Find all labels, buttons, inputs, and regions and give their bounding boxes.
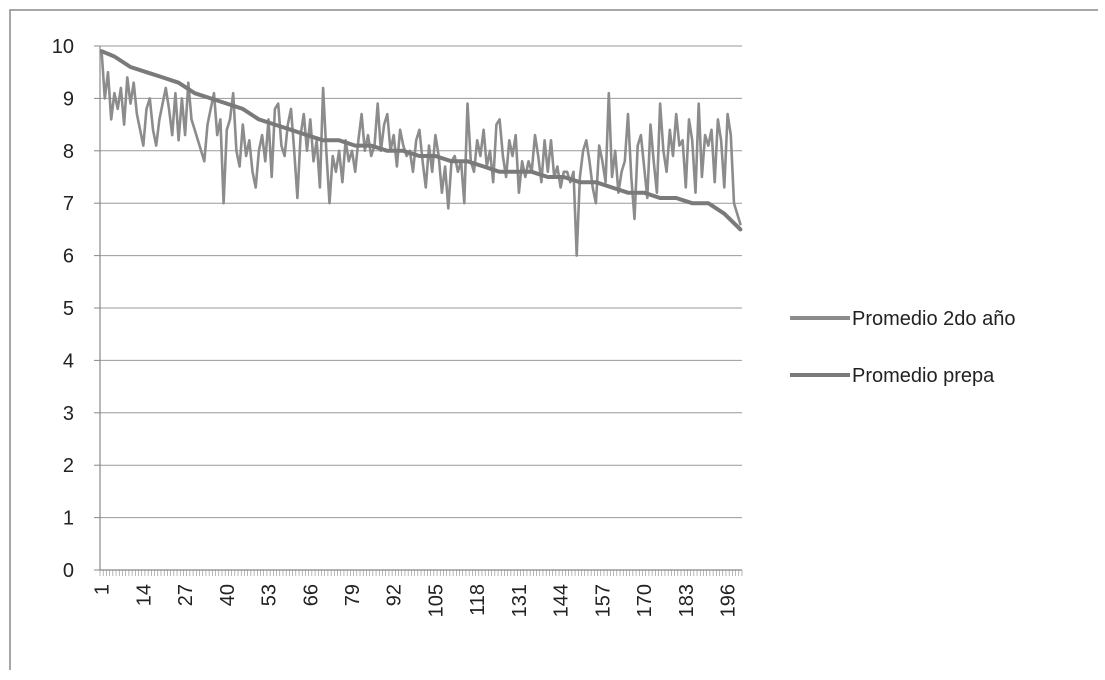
y-tick-label: 6 [63, 246, 74, 268]
y-tick-label: 9 [63, 88, 74, 110]
x-tick-label: 40 [217, 584, 239, 606]
x-tick-label: 183 [676, 584, 698, 617]
y-tick-label: 4 [63, 350, 74, 372]
x-tick-label: 196 [718, 584, 740, 617]
legend-label: Promedio 2do año [852, 308, 1015, 330]
y-tick-label: 0 [63, 560, 74, 582]
series-line [102, 51, 741, 255]
x-tick-label: 14 [133, 584, 155, 606]
x-tick-label: 27 [175, 584, 197, 606]
x-tick-label: 66 [300, 584, 322, 606]
x-tick-label: 105 [425, 584, 447, 617]
x-tick-label: 157 [592, 584, 614, 617]
y-tick-label: 7 [63, 193, 74, 215]
y-tick-label: 3 [63, 403, 74, 425]
x-tick-label: 118 [467, 584, 489, 616]
x-tick-label: 144 [551, 584, 573, 617]
series-group [102, 51, 741, 255]
x-tick-label: 170 [634, 584, 656, 617]
y-tick-label: 8 [63, 141, 74, 163]
y-tick-label: 10 [52, 36, 74, 58]
x-tick-label: 92 [384, 584, 406, 606]
y-tick-label: 5 [63, 298, 74, 320]
legend-label: Promedio prepa [852, 365, 995, 387]
x-tick-label: 131 [509, 584, 531, 617]
x-tick-label: 79 [342, 584, 364, 606]
x-tick-label: 53 [259, 584, 281, 606]
y-tick-label: 1 [63, 508, 74, 530]
y-tick-label: 2 [63, 455, 74, 477]
x-tick-label: 1 [92, 584, 114, 595]
